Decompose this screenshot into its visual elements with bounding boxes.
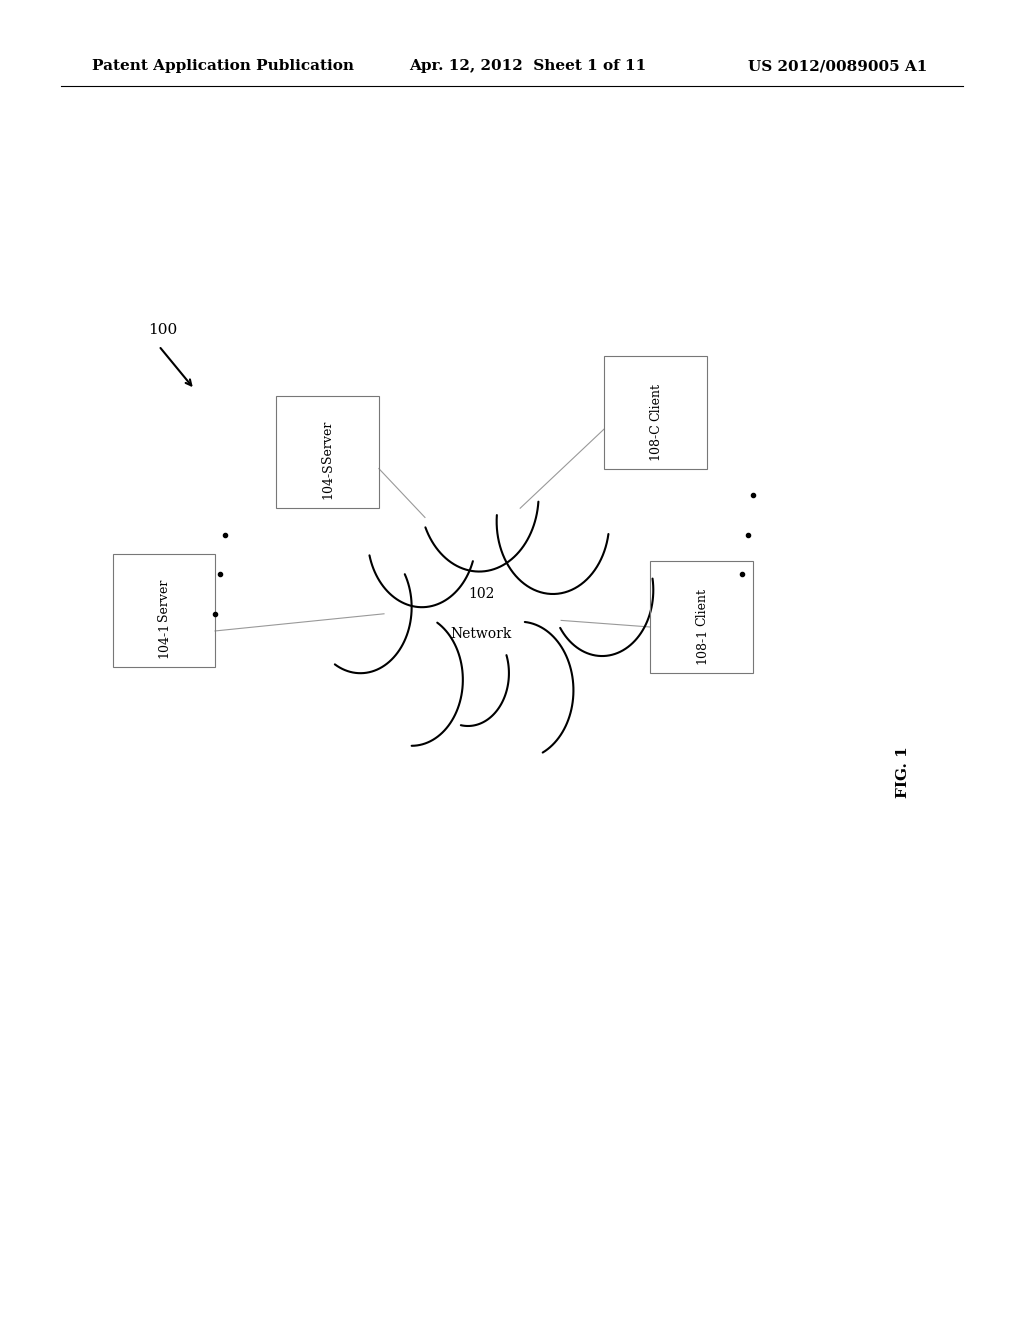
Text: Patent Application Publication: Patent Application Publication [92,59,354,74]
Text: Server: Server [158,578,170,622]
Bar [113,554,215,667]
Text: Network: Network [451,627,512,640]
Text: 100: 100 [148,322,178,337]
Bar [650,561,753,673]
Bar [604,356,707,469]
Text: 104-S: 104-S [322,463,334,499]
Text: US 2012/0089005 A1: US 2012/0089005 A1 [748,59,927,74]
Text: 104-1: 104-1 [158,622,170,657]
Text: Apr. 12, 2012  Sheet 1 of 11: Apr. 12, 2012 Sheet 1 of 11 [410,59,647,74]
Text: Server: Server [322,420,334,463]
Text: Client: Client [695,587,708,626]
Text: FIG. 1: FIG. 1 [896,746,910,799]
Bar [276,396,379,508]
Text: 102: 102 [468,587,495,601]
Text: Client: Client [649,383,662,421]
Text: 108-C: 108-C [649,422,662,461]
Text: 108-1: 108-1 [695,628,708,664]
